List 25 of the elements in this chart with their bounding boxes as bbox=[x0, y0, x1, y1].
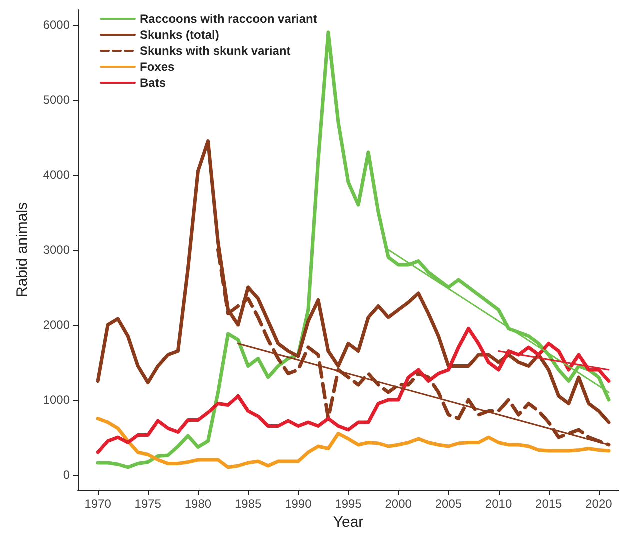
y-tick-label: 6000 bbox=[43, 18, 70, 32]
legend-label: Skunks (total) bbox=[140, 28, 220, 42]
x-tick-label: 1975 bbox=[134, 497, 162, 511]
x-tick-label: 1995 bbox=[335, 497, 362, 511]
x-axis-title: Year bbox=[333, 514, 364, 531]
y-tick-label: 1000 bbox=[43, 393, 70, 407]
x-tick-label: 1985 bbox=[234, 497, 262, 511]
x-tick-label: 1980 bbox=[184, 497, 212, 511]
x-tick-label: 2015 bbox=[536, 497, 563, 511]
y-tick-label: 0 bbox=[63, 468, 70, 482]
legend-label: Foxes bbox=[140, 60, 176, 74]
x-tick-label: 1970 bbox=[84, 497, 112, 511]
x-tick-label: 2020 bbox=[586, 497, 613, 511]
y-axis-title: Rabid animals bbox=[14, 202, 31, 298]
x-tick-label: 2000 bbox=[385, 497, 412, 511]
y-tick-label: 5000 bbox=[43, 93, 70, 107]
y-tick-label: 4000 bbox=[43, 168, 70, 182]
x-tick-label: 2005 bbox=[435, 497, 462, 511]
y-tick-label: 2000 bbox=[43, 318, 70, 332]
legend-label: Raccoons with raccoon variant bbox=[140, 12, 318, 26]
legend-label: Skunks with skunk variant bbox=[140, 44, 291, 58]
y-tick-label: 3000 bbox=[43, 243, 70, 257]
legend-label: Bats bbox=[140, 76, 166, 90]
x-tick-label: 2010 bbox=[485, 497, 512, 511]
x-tick-label: 1990 bbox=[285, 497, 312, 511]
